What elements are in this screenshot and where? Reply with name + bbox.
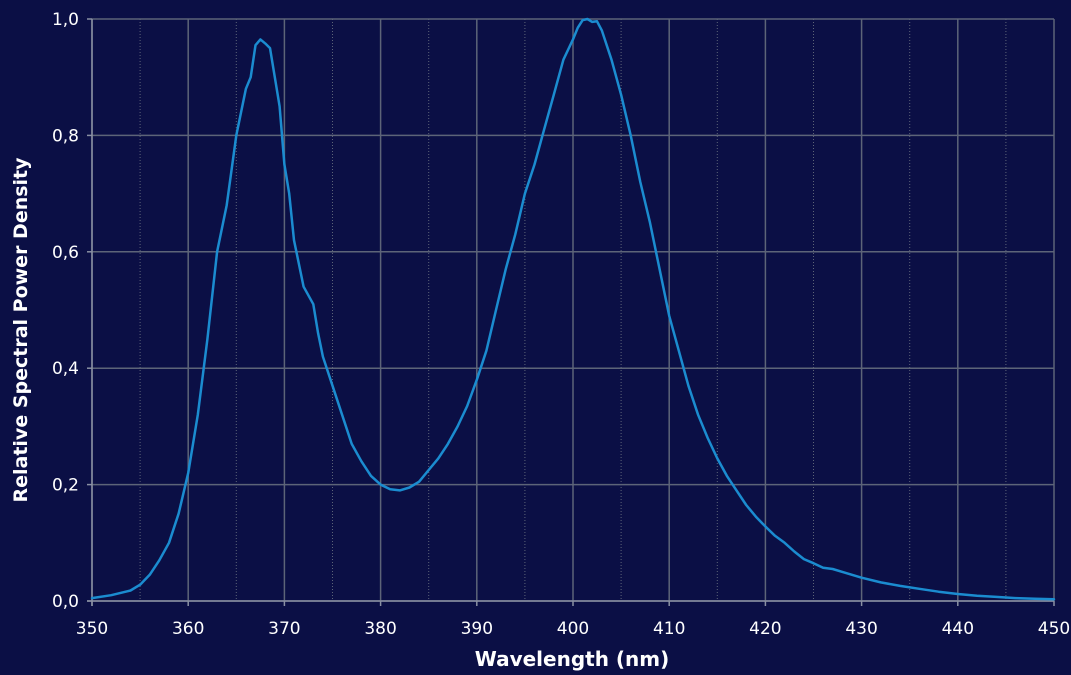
- y-tick-label: 0,0: [52, 592, 79, 612]
- series-line: [90, 17, 1056, 601]
- y-tick-label: 0,8: [52, 126, 79, 146]
- x-tick-label: 420: [749, 619, 781, 639]
- y-tick-label: 0,6: [52, 243, 79, 263]
- x-tick-label: 430: [845, 619, 877, 639]
- series-layer: [90, 17, 1056, 601]
- x-tick-label: 370: [268, 619, 300, 639]
- x-tick-label: 380: [364, 619, 396, 639]
- x-tick-label: 440: [942, 619, 974, 639]
- x-tick-label: 390: [461, 619, 493, 639]
- minor-gridlines: [139, 19, 1007, 601]
- y-tick-label: 0,4: [52, 359, 79, 379]
- x-tick-label: 350: [76, 619, 108, 639]
- y-tick-label: 0,2: [52, 476, 79, 496]
- y-axis-title: Relative Spectral Power Density: [10, 157, 32, 503]
- x-axis-title: Wavelength (nm): [475, 647, 670, 671]
- tick-labels: 350 360 370 380 390 400 410 420 430 440 450 0,0 0,2 0…: [52, 10, 1070, 639]
- x-tick-label: 410: [653, 619, 685, 639]
- x-tick-label: 360: [172, 619, 204, 639]
- axes: [87, 18, 1055, 606]
- y-tick-label: 1,0: [52, 10, 79, 30]
- x-tick-label: 400: [557, 619, 589, 639]
- x-tick-label: 450: [1038, 619, 1070, 639]
